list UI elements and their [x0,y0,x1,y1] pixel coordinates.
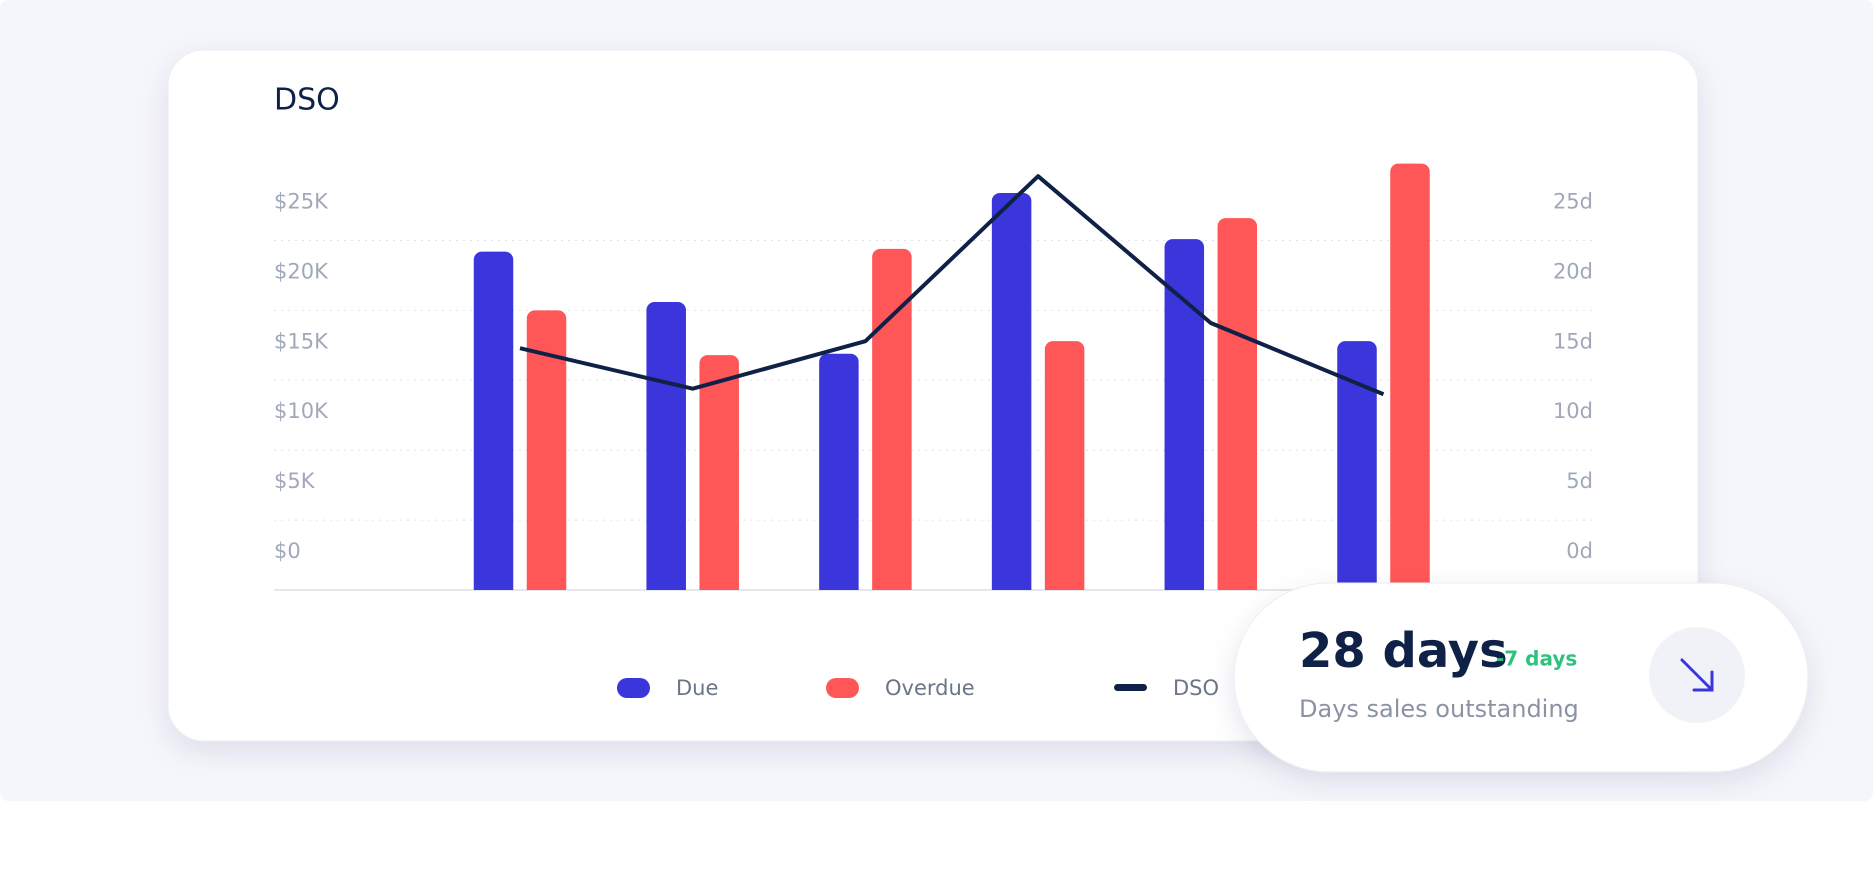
kpi-change: -7 days [1496,647,1577,671]
y2-tick-label: 0d [1566,539,1593,563]
x-tick-label: Jun [847,635,882,659]
plot: $0 $5K $10K $15K $20K $25K 0d 5d 10d 15d 20d 25d Apr… [274,163,1593,659]
x-tick-label: Jul [1023,635,1050,659]
bar [1217,218,1258,590]
legend-swatch [1114,684,1147,691]
y-tick-label: $0 [274,539,301,563]
arrow-icon [1680,658,1714,692]
bar [1164,239,1205,591]
bar [1337,341,1377,590]
kpi-card [1233,582,1809,773]
bar [473,251,514,590]
legend-swatch [617,678,650,698]
bar [1044,341,1085,590]
y-tick-label: $25K [274,190,329,214]
legend-label: DSO [1173,676,1219,700]
y2-tick-label: 20d [1553,259,1593,283]
chart-title: DSO [274,83,340,118]
y2-tick-label: 10d [1553,399,1593,423]
bar [991,192,1032,590]
line [519,174,1385,397]
y2-tick-label: 25d [1553,190,1593,214]
x-tick-label: May [671,635,714,659]
y-tick-label: $20K [274,259,329,283]
x-tick-label: Apr [502,635,539,659]
y-tick-label: $5K [274,469,316,493]
kpi-label: Days sales outstanding [1299,695,1579,723]
legend-label: Overdue [885,676,975,700]
legend-swatch [826,678,859,698]
legend-label: Due [676,676,718,700]
bar [646,302,686,590]
legend: Due Overdue DSO [617,676,1219,700]
bar [1390,163,1430,591]
x-tick-label: Aug [1190,635,1231,659]
bar [526,310,567,590]
y2-tick-label: 15d [1553,329,1593,353]
y-tick-label: $15K [274,329,329,353]
y-tick-label: $10K [274,399,329,423]
y2-tick-label: 5d [1566,469,1593,493]
bar [699,355,739,590]
kpi-value: 28 days [1299,623,1508,679]
bar [872,248,912,590]
bar [819,353,859,590]
